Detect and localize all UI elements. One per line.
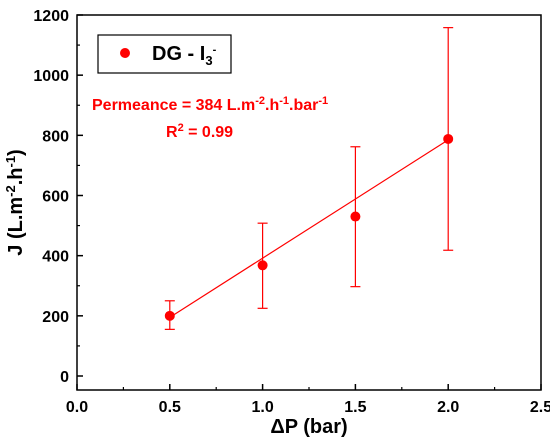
y-axis-title-superscript: -1 [3,156,18,168]
annotation-part: R [166,124,178,141]
y-tick-label: 400 [42,249,69,266]
annotation-part: .h [265,97,279,114]
y-axis-title-superscript: -2 [3,185,18,197]
data-point [164,310,175,321]
y-tick-label: 600 [42,189,69,206]
linear-fit-line [169,139,449,318]
y-tick-label: 0 [60,369,69,386]
annotation-part: = 0.99 [184,124,233,141]
annotation-part: Permeance = 384 L.m [92,97,255,114]
annotation-part: .bar [289,97,318,114]
x-tick-label: 1.0 [251,399,273,416]
legend-marker [120,48,130,58]
data-point [443,133,454,144]
x-tick-label: 1.5 [344,399,366,416]
annotation-superscript: -1 [318,95,328,107]
y-axis-title: J (L.m-2.h-1) [3,149,28,255]
annotation-permeance: Permeance = 384 L.m-2.h-1.bar-1 [92,95,328,114]
y-axis-title-part: J (L.m [5,197,27,256]
legend-label: DG - I3- [152,43,217,68]
data-point [257,260,268,271]
y-axis-title-part: .h [5,167,27,185]
y-tick-label: 800 [42,128,69,145]
legend-label-subscript: 3 [205,53,212,68]
x-axis-title: ΔP (bar) [270,416,347,438]
legend-label-superscript: - [213,44,217,56]
x-tick-label: 2.5 [530,399,550,416]
legend-label-part: DG - I [152,43,205,65]
y-axis-title-part: ) [5,149,27,156]
annotation-superscript: -1 [279,95,289,107]
y-tick-label: 200 [42,309,69,326]
annotation-r-squared: R2 = 0.99 [166,122,233,141]
annotation-superscript: 2 [178,122,184,134]
annotation-superscript: -2 [255,95,265,107]
x-tick-label: 0.0 [66,399,88,416]
x-tick-label: 0.5 [159,399,181,416]
x-tick-label: 2.0 [437,399,459,416]
data-point [350,211,361,222]
y-tick-label: 1200 [33,8,69,25]
y-tick-label: 1000 [33,68,69,85]
